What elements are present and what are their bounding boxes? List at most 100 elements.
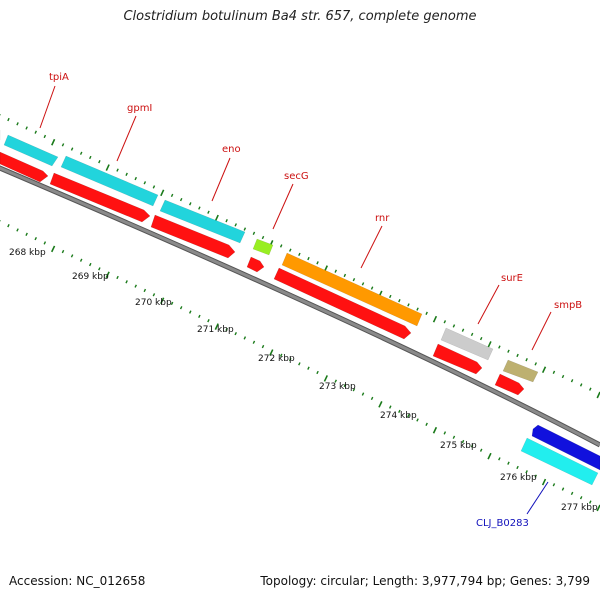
tick-mark	[16, 228, 19, 232]
tick-mark	[398, 409, 401, 414]
tick-label: 276 kbp	[500, 473, 537, 483]
tick-mark	[487, 341, 492, 348]
label-leader-line	[360, 225, 383, 269]
tick-mark	[316, 261, 319, 265]
tick-mark	[179, 306, 183, 310]
tick-mark	[361, 392, 365, 396]
label-leader-line	[116, 115, 137, 162]
gene-label: CLJ_B0283	[476, 518, 529, 529]
tick-mark	[252, 231, 256, 235]
tick-mark	[343, 383, 347, 388]
tick-mark	[452, 324, 456, 328]
tick-mark	[70, 254, 74, 258]
tick-mark	[307, 366, 310, 370]
tick-mark	[334, 379, 337, 383]
label-leader-line	[211, 157, 231, 202]
gene-arrow	[150, 214, 236, 259]
tick-mark	[261, 344, 265, 349]
tick-mark	[470, 332, 474, 337]
tick-mark	[316, 370, 319, 375]
tick-mark	[152, 185, 156, 189]
gene-arrow	[246, 256, 265, 273]
tick-mark	[534, 474, 537, 478]
label-leader-line	[39, 85, 56, 129]
tick-mark	[79, 151, 83, 155]
tick-mark	[225, 219, 228, 223]
tick-mark	[43, 134, 47, 139]
gene-label: rnr	[375, 213, 390, 224]
cog-box	[440, 327, 494, 361]
tick-mark	[125, 172, 128, 176]
gene-arrow	[432, 343, 483, 375]
tick-mark	[152, 293, 156, 297]
tick-label: 272 kbp	[258, 354, 295, 364]
tick-mark	[470, 444, 474, 448]
gene-label: secG	[284, 171, 309, 182]
tick-mark	[432, 426, 438, 434]
cog-box	[60, 155, 159, 207]
gene-arrow	[273, 267, 412, 340]
tick-mark	[116, 275, 119, 280]
tick-mark	[25, 126, 28, 130]
tick-mark	[143, 181, 147, 185]
cog-box	[502, 359, 539, 383]
tick-label: 273 kbp	[319, 382, 356, 392]
tick-mark	[525, 470, 528, 474]
tick-mark	[225, 327, 228, 331]
tick-mark	[498, 457, 501, 461]
tick-mark	[525, 358, 528, 362]
tick-mark	[298, 362, 301, 366]
tick-mark	[98, 160, 101, 164]
tick-mark	[16, 122, 19, 126]
tick-mark	[589, 387, 592, 391]
tick-mark	[134, 176, 137, 181]
tick-mark	[552, 483, 556, 487]
gene-label: eno	[222, 144, 241, 155]
tick-mark	[479, 448, 483, 452]
gene-arrow-blue	[531, 424, 600, 471]
tick-label: 268 kbp	[9, 248, 46, 258]
tick-mark	[588, 500, 592, 504]
tick-label: 275 kbp	[440, 441, 477, 451]
tick-mark	[207, 319, 210, 323]
label-leader-line	[531, 311, 552, 351]
tick-mark	[198, 314, 201, 319]
tick-mark	[443, 320, 447, 324]
tick-mark	[398, 299, 401, 303]
tick-mark	[170, 193, 174, 198]
cog-box	[3, 134, 59, 167]
tick-mark	[269, 349, 274, 356]
tick-mark	[189, 202, 192, 206]
cog-box	[520, 437, 599, 486]
tick-mark	[88, 262, 92, 267]
tick-label: 270 kbp	[135, 298, 172, 308]
tick-mark	[541, 366, 547, 374]
gene-label: gpmI	[127, 103, 152, 114]
tick-mark	[214, 214, 219, 222]
tick-mark	[461, 439, 465, 444]
label-leader-line	[272, 183, 294, 230]
tick-mark	[343, 273, 347, 278]
tick-mark	[552, 370, 556, 374]
tick-mark	[261, 235, 265, 240]
cog-box	[252, 238, 274, 256]
tick-mark	[214, 323, 219, 330]
tick-mark	[252, 340, 256, 344]
tick-mark	[507, 461, 510, 465]
tick-mark	[243, 227, 247, 231]
tick-mark	[79, 258, 83, 262]
tick-mark	[579, 496, 583, 500]
cog-box	[159, 199, 246, 244]
label-leader-line	[477, 284, 500, 325]
tick-mark	[25, 232, 28, 236]
tick-mark	[188, 310, 192, 314]
tick-mark	[134, 284, 137, 288]
tick-mark	[7, 117, 10, 122]
tick-mark	[160, 189, 165, 197]
gene-label: surE	[501, 273, 523, 284]
tick-mark	[198, 206, 201, 210]
tick-mark	[61, 249, 65, 254]
gene-label: smpB	[554, 300, 582, 311]
tick-mark	[561, 487, 565, 491]
